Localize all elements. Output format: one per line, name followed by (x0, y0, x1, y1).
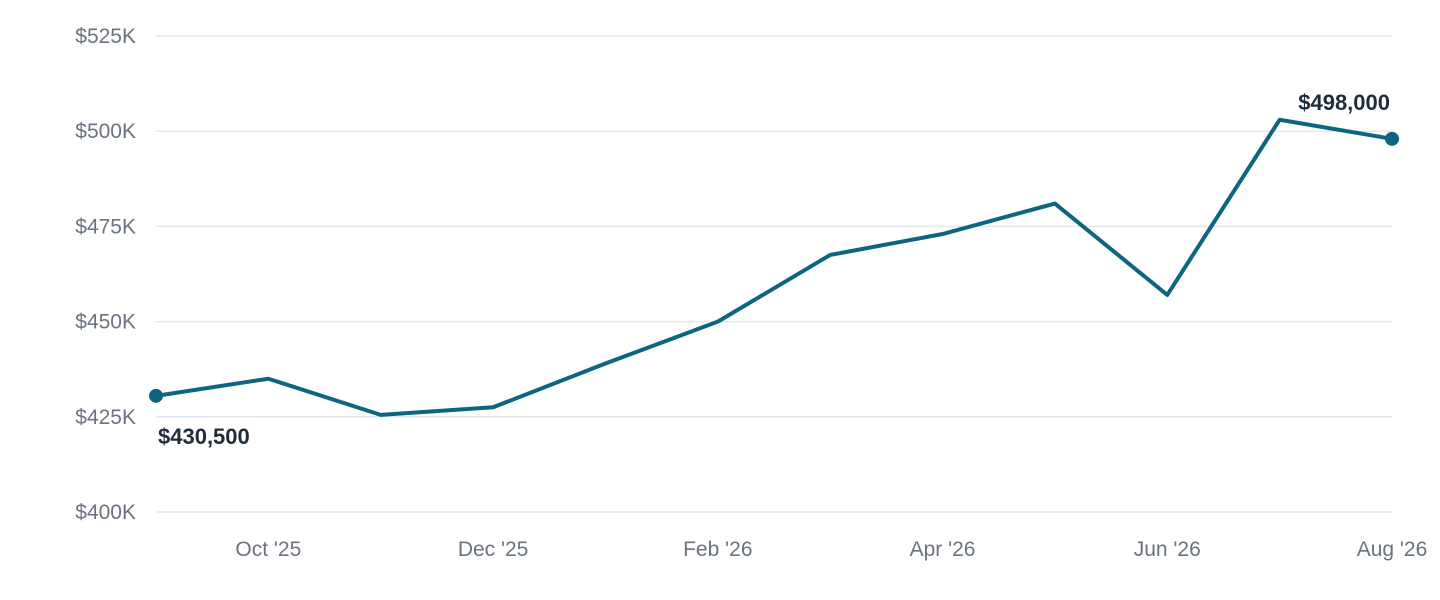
grid-layer (156, 35, 1392, 513)
x-tick-label: Dec '25 (458, 538, 529, 561)
x-tick-label: Oct '25 (235, 538, 301, 561)
x-tick-label: Aug '26 (1357, 538, 1428, 561)
annotation-layer: $430,500 $498,000 (149, 90, 1399, 449)
y-tick-label: $425K (75, 406, 136, 429)
series-line (154, 117, 1394, 417)
y-tick-label: $475K (75, 215, 136, 238)
end-point-marker (149, 388, 163, 403)
series-layer (154, 117, 1394, 417)
x-tick-label: Jun '26 (1134, 538, 1201, 561)
y-axis: $400K $425K $450K $475K $500K $525K (75, 25, 136, 524)
x-tick-label: Apr '26 (910, 538, 976, 561)
end-point-marker (1385, 131, 1399, 146)
y-tick-label: $400K (75, 501, 136, 524)
y-tick-label: $525K (75, 25, 136, 48)
y-tick-label: $500K (75, 120, 136, 143)
data-label: $430,500 (158, 424, 250, 449)
data-label: $498,000 (1298, 90, 1390, 115)
x-axis: Oct '25 Dec '25 Feb '26 Apr '26 Jun '26 Aug '… (235, 538, 1427, 561)
x-tick-label: Feb '26 (683, 538, 752, 561)
y-tick-label: $450K (75, 311, 136, 334)
